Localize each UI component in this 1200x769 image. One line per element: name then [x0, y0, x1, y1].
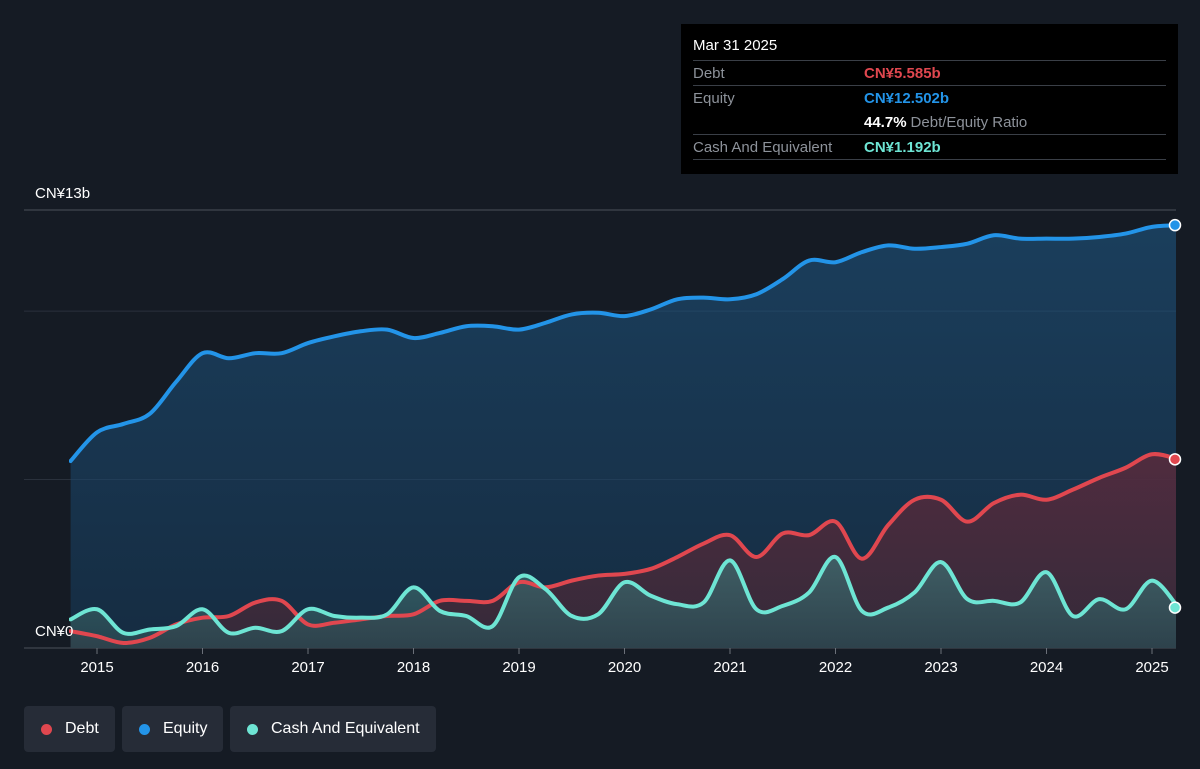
x-tick-label: 2018 [397, 659, 430, 676]
cash-label: Cash And Equivalent [693, 138, 833, 156]
legend-item-debt[interactable]: Debt [24, 706, 115, 752]
y-top-label: CN¥13b [35, 185, 90, 202]
legend-item-cash[interactable]: Cash And Equivalent [230, 706, 436, 752]
debt-dot-icon [41, 723, 52, 735]
debt-end-marker [1168, 453, 1182, 466]
series-lines [69, 223, 1176, 645]
x-tick-label: 2020 [608, 659, 641, 676]
tooltip-ratio-row: 44.7% Debt/Equity Ratio [693, 110, 1166, 134]
cash-value: CN¥1.192b [864, 138, 941, 156]
x-tick-label: 2024 [1030, 659, 1063, 676]
end-markers [1168, 218, 1182, 614]
ratio-value: 44.7% [864, 113, 907, 131]
cash-line [69, 555, 1176, 636]
tooltip-date: Mar 31 2025 [693, 37, 778, 54]
equity-value: CN¥12.502b [864, 89, 950, 107]
legend-debt-label: Debt [65, 720, 99, 737]
equity-end-marker [1168, 218, 1182, 232]
equity-dot-icon [139, 723, 150, 735]
tooltip-debt-row: Debt CN¥5.585b [693, 60, 1166, 85]
x-axis: 2015 2016 2017 2018 2019 2020 2021 2022 2023 2024… [80, 648, 1169, 676]
cash-end-marker [1168, 601, 1182, 614]
legend-equity-label: Equity [163, 720, 208, 737]
x-tick-label: 2017 [291, 659, 324, 676]
series-areas [70, 225, 1176, 648]
x-tick-label: 2016 [186, 659, 219, 676]
debt-line [69, 452, 1176, 645]
x-tick-label: 2019 [502, 659, 535, 676]
x-tick-label: 2015 [80, 659, 113, 676]
cash-area [70, 557, 1176, 648]
y-zero-label: CN¥0 [35, 623, 73, 640]
legend-cash-label: Cash And Equivalent [271, 720, 420, 737]
legend-item-equity[interactable]: Equity [122, 706, 223, 752]
x-tick-label: 2021 [713, 659, 746, 676]
debt-area [70, 454, 1176, 648]
x-tick-label: 2023 [924, 659, 957, 676]
tooltip: Mar 31 2025 Debt CN¥5.585b Equity CN¥12.… [681, 24, 1178, 174]
cash-dot-icon [247, 723, 258, 735]
equity-label: Equity [693, 89, 735, 107]
x-tick-label: 2025 [1135, 659, 1168, 676]
equity-line [69, 223, 1176, 464]
debt-value: CN¥5.585b [864, 64, 941, 82]
ratio-label: Debt/Equity Ratio [910, 113, 1028, 131]
tooltip-cash-row: Cash And Equivalent CN¥1.192b [693, 134, 1166, 160]
x-tick-label: 2022 [819, 659, 852, 676]
debt-label: Debt [693, 64, 725, 82]
tooltip-equity-row: Equity CN¥12.502b [693, 85, 1166, 110]
